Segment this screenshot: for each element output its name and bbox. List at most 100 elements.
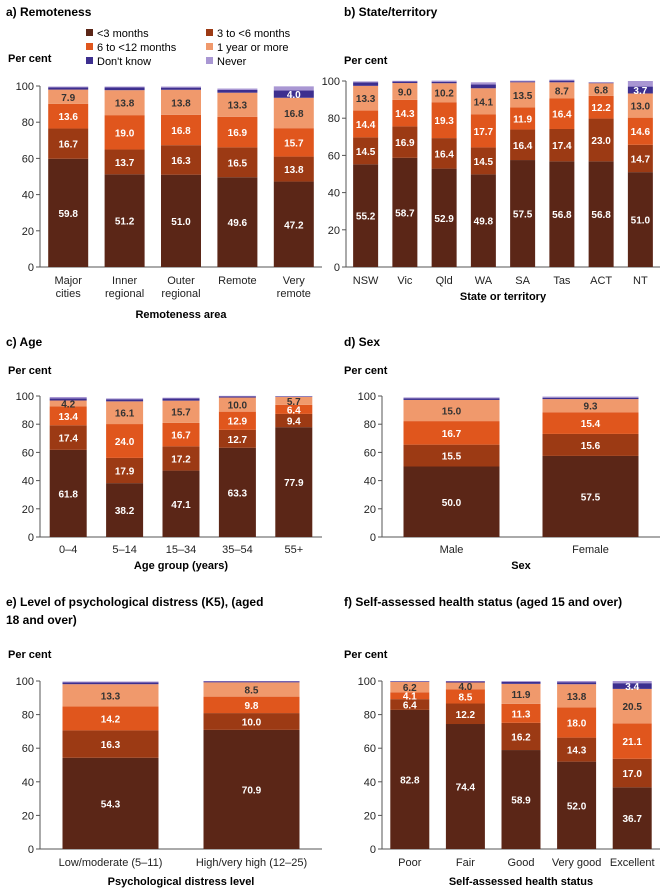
bar-segment-lt3: [431, 168, 457, 267]
data-label: 11.3: [512, 709, 531, 720]
data-label: 49.8: [474, 217, 494, 228]
x-axis-label: Age group (years): [134, 560, 228, 572]
bar-segment-dontknow: [501, 681, 541, 684]
bar-segment-lt3: [403, 466, 500, 537]
data-label: 12.7: [228, 435, 248, 446]
data-label: 13.5: [513, 91, 533, 102]
data-label: 16.2: [511, 732, 531, 743]
data-label: 19.0: [115, 128, 135, 139]
bar-segment-m6to12: [557, 707, 597, 738]
panel-f: f) Self-assessed health status (aged 15 …: [344, 595, 660, 888]
x-tick-label: Fair: [456, 857, 475, 869]
data-label: 16.5: [228, 158, 248, 169]
bar-segment-yr1plus: [557, 684, 597, 708]
bar-segment-m6to12: [390, 692, 430, 700]
bar-segment-lt3: [392, 157, 418, 267]
x-tick-label: Low/moderate (5–11): [59, 857, 163, 869]
bar-segment-m3to6: [390, 699, 430, 710]
data-label: 14.4: [356, 120, 376, 131]
bar-segment-never: [49, 396, 87, 399]
y-tick-label: 40: [328, 188, 340, 200]
data-label: 4.0: [287, 90, 301, 101]
y-tick-label: 80: [22, 710, 34, 722]
bar-segment-dontknow: [161, 87, 201, 90]
data-label: 16.4: [552, 110, 572, 121]
data-label: 15.7: [284, 138, 304, 149]
x-tick-label: High/very high (12–25): [196, 857, 307, 869]
bar-segment-lt3: [275, 427, 313, 537]
bar-segment-dontknow: [445, 681, 485, 683]
bar-segment-dontknow: [104, 87, 145, 91]
bar-segment-dontknow: [510, 81, 536, 83]
data-label: 16.4: [434, 149, 454, 160]
x-tick-label: Qld: [436, 275, 453, 287]
data-label: 16.7: [442, 429, 462, 440]
y-tick-label: 20: [328, 225, 340, 237]
bar-segment-m3to6: [106, 457, 144, 484]
x-tick-label: WA: [475, 275, 493, 287]
legend-label: 3 to <6 months: [217, 28, 291, 40]
x-tick-label: Excellent: [610, 857, 655, 869]
bar-segment-dontknow: [612, 683, 652, 689]
bar-segment-never: [203, 681, 300, 682]
data-label: 12.2: [456, 710, 476, 721]
bar-segment-m3to6: [48, 128, 89, 159]
y-tick-label: 60: [364, 743, 376, 755]
data-label: 6.4: [403, 701, 417, 712]
legend-swatch-yr1plus: [206, 43, 213, 50]
y-tick-label: 40: [22, 190, 34, 202]
y-tick-label: 20: [22, 226, 34, 238]
x-tick-label: 55+: [284, 544, 303, 556]
data-label: 3.4: [625, 682, 639, 693]
bar-segment-lt3: [557, 761, 597, 849]
x-axis-label: Remoteness area: [135, 309, 227, 321]
data-label: 14.1: [474, 97, 494, 108]
bar-segment-m3to6: [161, 145, 201, 175]
data-label: 5.7: [287, 397, 301, 408]
y-tick-label: 100: [16, 391, 34, 403]
bar-segment-m3to6: [62, 730, 159, 758]
data-label: 58.9: [511, 796, 531, 807]
bar-segment-dontknow: [162, 398, 200, 401]
bar-segment-never: [431, 80, 457, 82]
y-tick-label: 0: [334, 262, 340, 274]
data-label: 16.3: [101, 740, 121, 751]
data-label: 13.0: [631, 102, 651, 113]
legend-swatch-m6to12: [86, 43, 93, 50]
bar-segment-yr1plus: [275, 396, 313, 405]
bar-segment-never: [470, 82, 496, 85]
panel-e: e) Level of psychological distress (K5),…: [6, 595, 322, 888]
x-tick-label: ACT: [590, 275, 612, 287]
bar-segment-dontknow: [431, 81, 457, 84]
bar-segment-dontknow: [62, 682, 159, 685]
bar-segment-lt3: [549, 161, 575, 267]
bar-segment-m6to12: [392, 99, 418, 127]
y-tick-label: 80: [364, 419, 376, 431]
bar-segment-m6to12: [217, 116, 258, 148]
y-tick-label: 100: [16, 81, 34, 93]
bar-segment-dontknow: [627, 86, 653, 94]
legend-label: Don't know: [97, 56, 151, 68]
bar-segment-m6to12: [48, 103, 89, 129]
data-label: 9.0: [398, 87, 412, 98]
data-label: 38.2: [115, 506, 135, 517]
bar-segment-m3to6: [392, 126, 418, 158]
y-tick-label: 40: [22, 476, 34, 488]
data-label: 16.9: [395, 138, 415, 149]
data-label: 54.3: [101, 799, 121, 810]
y-tick-label: 40: [22, 777, 34, 789]
bar-segment-yr1plus: [162, 400, 200, 423]
data-label: 20.5: [622, 702, 642, 713]
legend-label: 6 to <12 months: [97, 42, 177, 54]
bar-segment-m6to12: [353, 110, 379, 138]
data-label: 59.8: [58, 209, 78, 220]
bar-segment-never: [510, 80, 536, 82]
x-axis-label: Sex: [511, 560, 531, 572]
data-label: 4.1: [403, 692, 417, 703]
data-label: 14.3: [395, 109, 415, 120]
bar-segment-never: [162, 397, 200, 399]
data-label: 13.6: [58, 112, 78, 123]
bar-segment-m6to12: [161, 114, 201, 146]
bar-segment-dontknow: [403, 398, 500, 400]
data-label: 14.5: [474, 157, 494, 168]
